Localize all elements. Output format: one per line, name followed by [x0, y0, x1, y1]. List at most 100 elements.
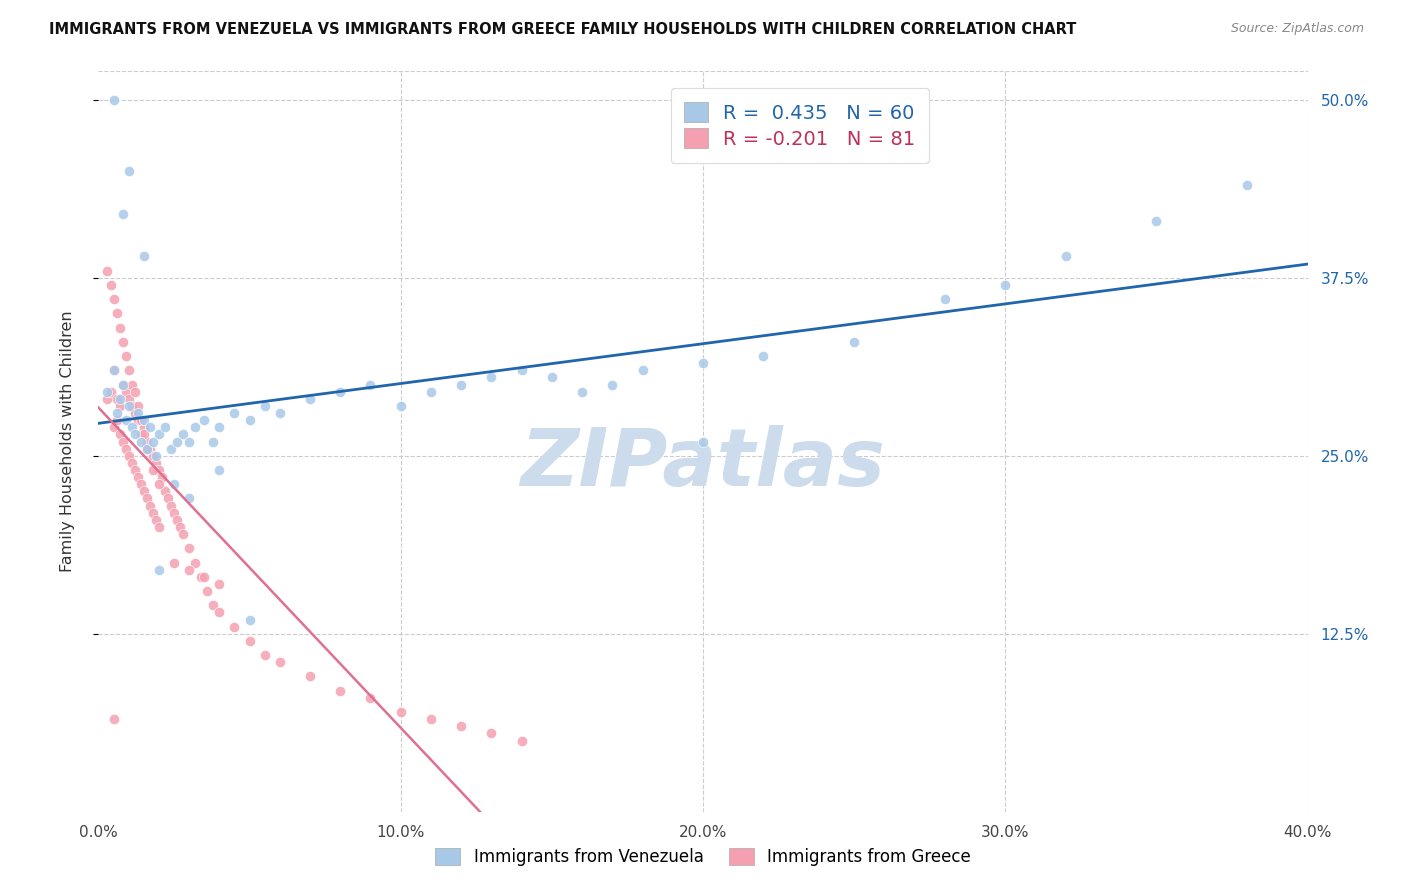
Point — [184, 420, 207, 434]
Point — [253, 648, 276, 662]
Point — [121, 377, 143, 392]
Point — [100, 277, 122, 292]
Point — [184, 556, 207, 570]
Point — [208, 606, 231, 620]
Point — [103, 93, 125, 107]
Point — [239, 633, 262, 648]
Point — [224, 619, 246, 633]
Point — [111, 207, 134, 221]
Point — [179, 434, 201, 449]
Point — [269, 406, 291, 420]
Point — [114, 413, 136, 427]
Point — [193, 570, 215, 584]
Point — [108, 399, 131, 413]
Point — [1236, 178, 1258, 193]
Point — [100, 384, 122, 399]
Point — [105, 406, 128, 420]
Point — [135, 442, 157, 456]
Point — [114, 442, 136, 456]
Point — [135, 434, 157, 449]
Point — [121, 456, 143, 470]
Point — [132, 420, 155, 434]
Point — [160, 499, 183, 513]
Point — [148, 463, 170, 477]
Point — [208, 420, 231, 434]
Point — [389, 399, 412, 413]
Point — [139, 499, 162, 513]
Legend: Immigrants from Venezuela, Immigrants from Greece: Immigrants from Venezuela, Immigrants fr… — [427, 840, 979, 875]
Point — [96, 392, 118, 406]
Point — [692, 434, 714, 449]
Point — [96, 263, 118, 277]
Point — [1054, 250, 1077, 264]
Point — [934, 292, 956, 306]
Point — [132, 413, 155, 427]
Point — [145, 513, 167, 527]
Point — [111, 434, 134, 449]
Point — [132, 484, 155, 499]
Y-axis label: Family Households with Children: Family Households with Children — [60, 310, 75, 573]
Point — [148, 520, 170, 534]
Point — [481, 370, 503, 384]
Point — [96, 384, 118, 399]
Point — [108, 427, 131, 442]
Point — [163, 506, 186, 520]
Point — [145, 456, 167, 470]
Point — [195, 584, 218, 599]
Point — [111, 377, 134, 392]
Point — [571, 384, 593, 399]
Text: Source: ZipAtlas.com: Source: ZipAtlas.com — [1230, 22, 1364, 36]
Point — [510, 363, 533, 377]
Point — [239, 613, 262, 627]
Point — [139, 442, 162, 456]
Point — [299, 392, 322, 406]
Point — [389, 705, 412, 719]
Point — [329, 683, 352, 698]
Point — [148, 427, 170, 442]
Point — [127, 406, 149, 420]
Point — [510, 733, 533, 747]
Point — [602, 377, 624, 392]
Point — [156, 491, 179, 506]
Point — [118, 399, 141, 413]
Point — [114, 349, 136, 363]
Text: IMMIGRANTS FROM VENEZUELA VS IMMIGRANTS FROM GREECE FAMILY HOUSEHOLDS WITH CHILD: IMMIGRANTS FROM VENEZUELA VS IMMIGRANTS … — [49, 22, 1077, 37]
Point — [208, 577, 231, 591]
Point — [129, 434, 152, 449]
Point — [105, 306, 128, 320]
Point — [208, 463, 231, 477]
Point — [108, 320, 131, 334]
Point — [148, 477, 170, 491]
Point — [142, 434, 165, 449]
Point — [193, 413, 215, 427]
Point — [163, 477, 186, 491]
Point — [202, 434, 225, 449]
Point — [844, 334, 866, 349]
Point — [269, 655, 291, 669]
Point — [224, 406, 246, 420]
Point — [1144, 214, 1167, 228]
Point — [103, 363, 125, 377]
Point — [179, 563, 201, 577]
Point — [163, 556, 186, 570]
Point — [132, 250, 155, 264]
Point — [169, 520, 191, 534]
Point — [108, 392, 131, 406]
Point — [420, 712, 443, 726]
Point — [105, 392, 128, 406]
Point — [142, 463, 165, 477]
Point — [118, 363, 141, 377]
Point — [420, 384, 443, 399]
Point — [118, 164, 141, 178]
Point — [360, 690, 382, 705]
Point — [103, 712, 125, 726]
Point — [179, 491, 201, 506]
Point — [135, 491, 157, 506]
Point — [166, 513, 188, 527]
Point — [631, 363, 654, 377]
Point — [752, 349, 775, 363]
Point — [160, 442, 183, 456]
Point — [111, 334, 134, 349]
Legend: R =  0.435   N = 60, R = -0.201   N = 81: R = 0.435 N = 60, R = -0.201 N = 81 — [671, 88, 929, 162]
Point — [124, 384, 146, 399]
